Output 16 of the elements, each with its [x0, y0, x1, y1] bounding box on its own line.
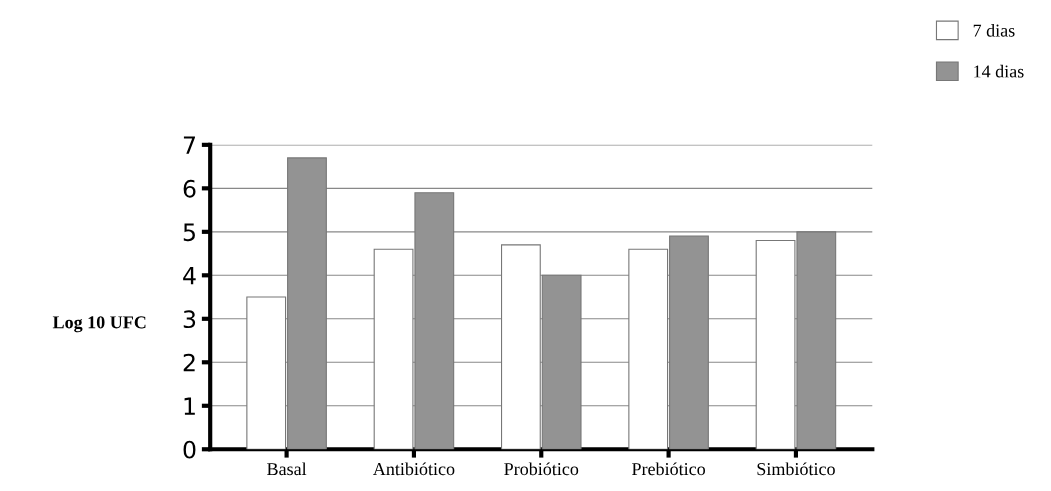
y-axis-title: Log 10 UFC [52, 316, 146, 333]
y-tick-label: 6 [183, 179, 196, 198]
x-tick-label: Antibiótico [372, 462, 455, 476]
y-tick-label: 2 [183, 353, 195, 372]
x-tick-label: Probiótico [504, 462, 579, 476]
y-tick-label: 3 [183, 310, 196, 329]
legend-label: 7 dias [973, 23, 1015, 37]
y-tick-label: 4 [183, 267, 196, 285]
x-tick-label: Basal [267, 462, 307, 476]
x-tick-label: Simbiótico [757, 462, 835, 476]
legend-label: 14 dias [974, 64, 1024, 78]
y-tick-label: 1 [184, 397, 195, 415]
y-tick-label: 7 [183, 136, 195, 154]
x-tick-label: Prebiótico [632, 462, 706, 476]
y-tick-label: 0 [183, 440, 196, 459]
y-tick-label: 5 [183, 223, 195, 242]
